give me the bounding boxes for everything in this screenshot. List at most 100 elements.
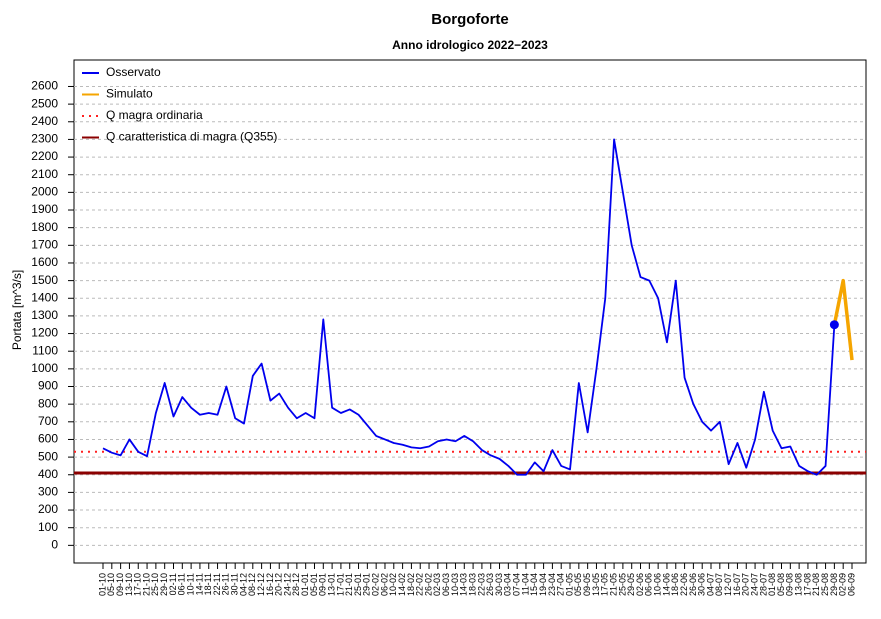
x-tick-label: 02-11 xyxy=(168,573,178,595)
y-tick-label: 2600 xyxy=(31,79,58,93)
x-tick-label: 24-12 xyxy=(282,573,292,596)
y-tick-label: 300 xyxy=(38,485,58,499)
x-tick-label: 14-11 xyxy=(194,573,204,595)
x-tick-label: 18-02 xyxy=(406,573,416,596)
x-tick-label: 10-02 xyxy=(388,573,398,596)
y-tick-label: 1100 xyxy=(32,343,58,357)
x-tick-label: 25-05 xyxy=(617,573,627,596)
x-tick-label: 22-02 xyxy=(415,573,425,596)
x-tick-label: 04-12 xyxy=(238,573,248,596)
x-tick-label: 15-04 xyxy=(529,573,539,596)
x-tick-label: 17-08 xyxy=(802,573,812,596)
y-tick-label: 800 xyxy=(38,396,58,410)
x-tick-label: 29-01 xyxy=(362,573,372,596)
x-tick-label: 01-08 xyxy=(767,573,777,596)
y-tick-label: 1400 xyxy=(31,290,58,304)
y-tick-label: 1900 xyxy=(31,202,58,216)
x-tick-label: 07-04 xyxy=(512,573,522,596)
x-tick-label: 20-12 xyxy=(274,573,284,596)
x-tick-label: 09-10 xyxy=(115,573,125,596)
chart-subtitle: Anno idrologico 2022−2023 xyxy=(392,38,548,52)
y-tick-label: 1300 xyxy=(31,308,58,322)
x-tick-label: 17-01 xyxy=(335,573,345,596)
x-tick-label: 01-01 xyxy=(300,573,310,596)
x-tick-label: 01-10 xyxy=(97,573,107,596)
x-tick-label: 30-06 xyxy=(697,573,707,596)
x-tick-label: 29-05 xyxy=(626,573,636,596)
x-tick-label: 14-06 xyxy=(661,573,671,596)
y-tick-label: 2300 xyxy=(31,132,58,146)
x-tick-label: 02-09 xyxy=(838,573,848,596)
x-tick-label: 28-12 xyxy=(291,573,301,596)
plot-frame xyxy=(73,59,867,564)
x-tick-label: 18-03 xyxy=(467,573,477,596)
y-tick-label: 2000 xyxy=(31,185,58,199)
x-tick-label: 17-05 xyxy=(600,573,610,596)
x-tick-label: 26-03 xyxy=(485,573,495,596)
x-tick-label: 06-03 xyxy=(441,573,451,596)
x-tick-label: 18-11 xyxy=(203,573,213,595)
x-tick-label: 09-01 xyxy=(318,573,328,596)
y-axis-label: Portata [m^3/s] xyxy=(10,270,24,350)
x-tick-label: 11-04 xyxy=(520,573,530,595)
y-tick-label: 2400 xyxy=(31,114,58,128)
x-tick-label: 17-10 xyxy=(133,573,143,596)
x-tick-label: 29-10 xyxy=(159,573,169,596)
x-tick-label: 18-06 xyxy=(670,573,680,596)
x-tick-label: 08-12 xyxy=(247,573,257,596)
legend-label: Simulato xyxy=(106,87,153,101)
x-tick-label: 04-07 xyxy=(705,573,715,596)
x-tick-label: 25-08 xyxy=(820,573,830,596)
x-tick-label: 23-04 xyxy=(547,573,557,596)
x-tick-label: 21-01 xyxy=(344,573,354,596)
y-tick-label: 1800 xyxy=(31,220,58,234)
x-tick-label: 26-06 xyxy=(688,573,698,596)
x-tick-label: 30-11 xyxy=(230,573,240,595)
x-tick-label: 06-06 xyxy=(644,573,654,596)
x-tick-label: 02-02 xyxy=(371,573,381,596)
x-tick-label: 10-06 xyxy=(653,573,663,596)
x-tick-label: 26-02 xyxy=(423,573,433,596)
y-tick-label: 700 xyxy=(38,414,58,428)
x-tick-label: 06-02 xyxy=(379,573,389,596)
legend-label: Q magra ordinaria xyxy=(106,108,203,122)
x-tick-label: 02-06 xyxy=(635,573,645,596)
x-tick-label: 28-07 xyxy=(758,573,768,596)
x-tick-label: 21-08 xyxy=(811,573,821,596)
legend-label: Q caratteristica di magra (Q355) xyxy=(106,130,277,144)
x-tick-label: 06-11 xyxy=(177,573,187,595)
x-tick-label: 06-09 xyxy=(846,573,856,596)
x-tick-label: 21-10 xyxy=(141,573,151,596)
y-tick-label: 900 xyxy=(38,379,58,393)
y-tick-label: 1000 xyxy=(31,361,58,375)
x-tick-label: 12-07 xyxy=(723,573,733,596)
x-tick-label: 12-12 xyxy=(256,573,266,596)
series-line xyxy=(832,278,854,361)
x-tick-label: 14-02 xyxy=(397,573,407,596)
y-tick-label: 1600 xyxy=(31,255,58,269)
chart-title: Borgoforte xyxy=(431,11,509,28)
x-tick-label: 22-06 xyxy=(679,573,689,596)
x-tick-label: 20-07 xyxy=(741,573,751,596)
y-tick-label: 2100 xyxy=(31,167,58,181)
x-tick-label: 08-07 xyxy=(714,573,724,596)
x-tick-label: 22-11 xyxy=(212,573,222,595)
x-tick-label: 27-04 xyxy=(556,573,566,596)
x-tick-label: 01-05 xyxy=(564,573,574,596)
y-tick-label: 100 xyxy=(38,520,58,534)
x-tick-label: 14-03 xyxy=(459,573,469,596)
x-tick-label: 05-01 xyxy=(309,573,319,596)
x-tick-label: 16-07 xyxy=(732,573,742,596)
x-tick-label: 10-11 xyxy=(185,573,195,595)
y-tick-label: 2500 xyxy=(31,96,58,110)
x-tick-label: 13-08 xyxy=(794,573,804,596)
y-tick-label: 400 xyxy=(38,467,58,481)
x-tick-label: 22-03 xyxy=(476,573,486,596)
y-tick-label: 500 xyxy=(38,449,58,463)
x-tick-label: 13-01 xyxy=(326,573,336,596)
x-tick-label: 24-07 xyxy=(749,573,759,596)
x-tick-label: 13-10 xyxy=(124,573,134,596)
y-tick-label: 1700 xyxy=(31,237,58,251)
x-tick-label: 05-08 xyxy=(776,573,786,596)
